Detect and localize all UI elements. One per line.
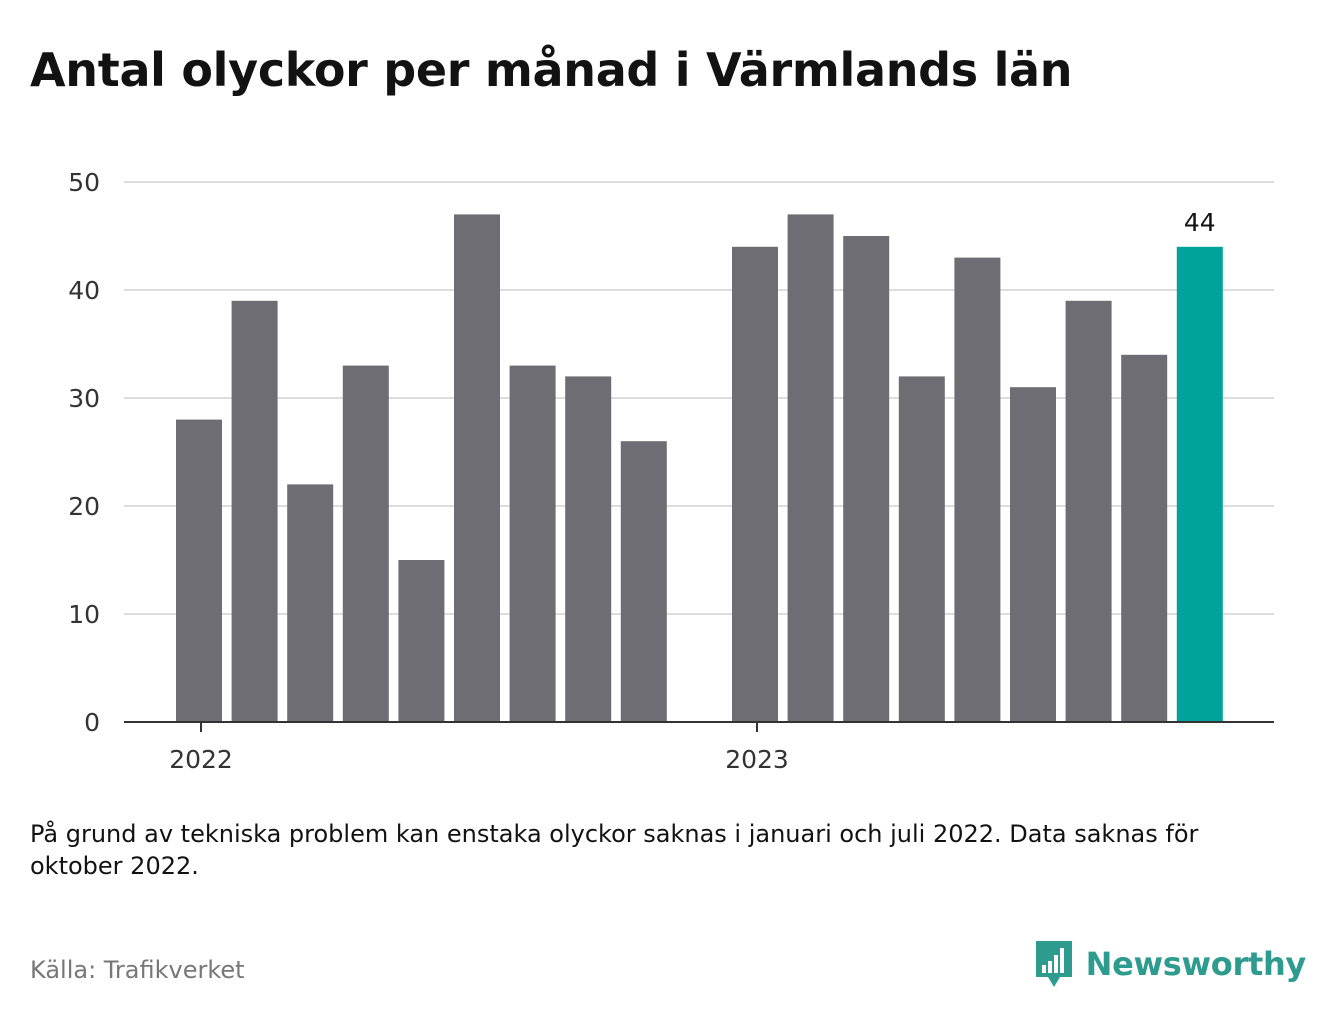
bar [231, 300, 278, 722]
x-tick-label: 2023 [725, 745, 789, 774]
x-axis-ticks: 2022 2023 [169, 722, 789, 774]
brand-logo[interactable]: Newsworthy [1034, 938, 1306, 990]
bar [1121, 354, 1168, 722]
bar [732, 246, 778, 723]
bar [342, 365, 389, 722]
bar [398, 560, 445, 722]
bar-chart-speech-bubble-icon [1035, 941, 1072, 987]
bar [565, 376, 612, 722]
y-tick-label: 50 [68, 168, 100, 197]
y-tick-label: 10 [68, 600, 100, 629]
y-tick-label: 40 [68, 276, 100, 305]
bar [454, 214, 500, 722]
bar [843, 236, 890, 722]
y-tick-label: 30 [68, 384, 100, 413]
bar [954, 257, 1001, 722]
bar [509, 365, 556, 722]
source-text: Källa: Trafikverket [30, 956, 245, 984]
chart-note: På grund av tekniska problem kan enstaka… [30, 820, 1199, 880]
x-tick-label: 2022 [169, 745, 233, 774]
data-label: 44 [1184, 208, 1216, 237]
bar [1065, 300, 1112, 722]
bar [620, 441, 667, 722]
data-labels: 44 [1184, 208, 1216, 237]
bars [176, 214, 1223, 723]
brand-name: Newsworthy [1085, 945, 1307, 983]
bar-highlight [1176, 246, 1223, 723]
bar [176, 419, 222, 722]
bar [287, 484, 334, 722]
bar [898, 376, 945, 722]
bar [1010, 387, 1056, 722]
y-tick-label: 20 [68, 492, 100, 521]
y-tick-label: 0 [84, 708, 100, 737]
chart-title: Antal olyckor per månad i Värmlands län [30, 43, 1073, 97]
bar [787, 214, 834, 722]
y-axis-ticks: 0 10 20 30 40 50 [68, 168, 100, 737]
bar-chart: 0 10 20 30 40 50 2022 2023 44 [68, 168, 1274, 774]
